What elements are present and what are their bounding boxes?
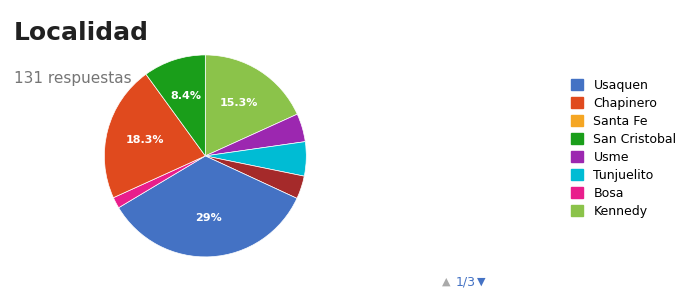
Wedge shape (113, 156, 205, 208)
Text: 15.3%: 15.3% (220, 98, 258, 108)
Wedge shape (118, 156, 297, 257)
Text: 29%: 29% (195, 214, 222, 223)
Text: ▲: ▲ (442, 277, 450, 287)
Wedge shape (205, 156, 304, 198)
Wedge shape (146, 55, 205, 156)
Text: ▼: ▼ (477, 277, 485, 287)
Wedge shape (205, 142, 306, 176)
Wedge shape (205, 55, 297, 156)
Text: 131 respuestas: 131 respuestas (14, 71, 132, 86)
Wedge shape (205, 114, 306, 156)
Text: 1/3: 1/3 (456, 275, 476, 288)
Text: 8.4%: 8.4% (171, 91, 201, 101)
Text: 18.3%: 18.3% (125, 135, 164, 145)
Wedge shape (104, 74, 205, 198)
Text: Localidad: Localidad (14, 21, 149, 45)
Legend: Usaquen, Chapinero, Santa Fe, San Cristobal, Usme, Tunjuelito, Bosa, Kennedy: Usaquen, Chapinero, Santa Fe, San Cristo… (564, 73, 683, 224)
